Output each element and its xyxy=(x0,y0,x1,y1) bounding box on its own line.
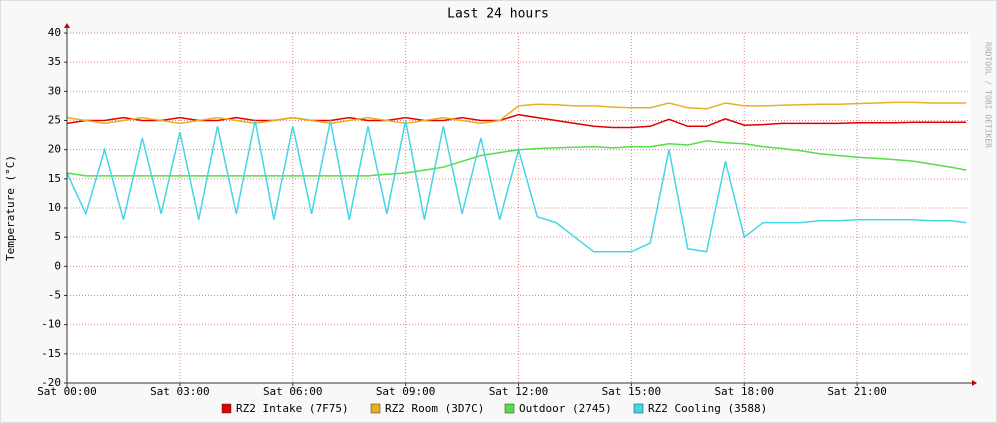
x-tick-label: Sat 06:00 xyxy=(263,385,323,398)
grid xyxy=(66,32,970,384)
x-tick-label: Sat 09:00 xyxy=(376,385,436,398)
legend-label: RZ2 Room (3D7C) xyxy=(385,402,484,415)
lines xyxy=(66,101,967,253)
y-tick-label: 30 xyxy=(48,84,61,97)
series-line xyxy=(66,101,967,125)
chart-title: Last 24 hours xyxy=(447,7,549,22)
y-tick-label: -10 xyxy=(41,318,61,331)
x-tick-label: Sat 03:00 xyxy=(150,385,210,398)
series-line xyxy=(66,120,967,253)
y-tick-label: 5 xyxy=(54,230,61,243)
x-tick-label: Sat 15:00 xyxy=(602,385,662,398)
x-arrow xyxy=(972,380,977,386)
x-tick-label: Sat 21:00 xyxy=(827,385,887,398)
x-tick-label: Sat 12:00 xyxy=(489,385,549,398)
legend-swatch xyxy=(370,403,381,414)
x-tick-label: Sat 18:00 xyxy=(714,385,774,398)
legend-swatch xyxy=(633,403,644,414)
y-tick-label: -15 xyxy=(41,347,61,360)
y-tick-label: 15 xyxy=(48,172,61,185)
y-tick-label: 10 xyxy=(48,201,61,214)
watermark: RRDTOOL / TOBI OETIKER xyxy=(984,42,993,148)
series-line xyxy=(66,113,967,129)
y-arrow xyxy=(64,23,70,28)
y-tick-label: -20 xyxy=(41,376,61,389)
y-tick-label: 40 xyxy=(48,26,61,39)
y-tick-label: 25 xyxy=(48,114,61,127)
y-tick-label: 20 xyxy=(48,143,61,156)
y-tick-label: 0 xyxy=(54,259,61,272)
legend-swatch xyxy=(221,403,232,414)
y-axis-label: Temperature (°C) xyxy=(4,155,17,261)
legend-swatch xyxy=(504,403,515,414)
y-tick-label: 35 xyxy=(48,55,61,68)
legend: RZ2 Intake (7F75) RZ2 Room (3D7C) Outdoor … xyxy=(221,402,767,415)
legend-label: RZ2 Cooling (3588) xyxy=(648,402,767,415)
legend-label: Outdoor (2745) xyxy=(519,402,612,415)
y-tick-label: -5 xyxy=(48,289,61,302)
legend-label: RZ2 Intake (7F75) xyxy=(236,402,349,415)
x-tick-label: Sat 00:00 xyxy=(37,385,97,398)
